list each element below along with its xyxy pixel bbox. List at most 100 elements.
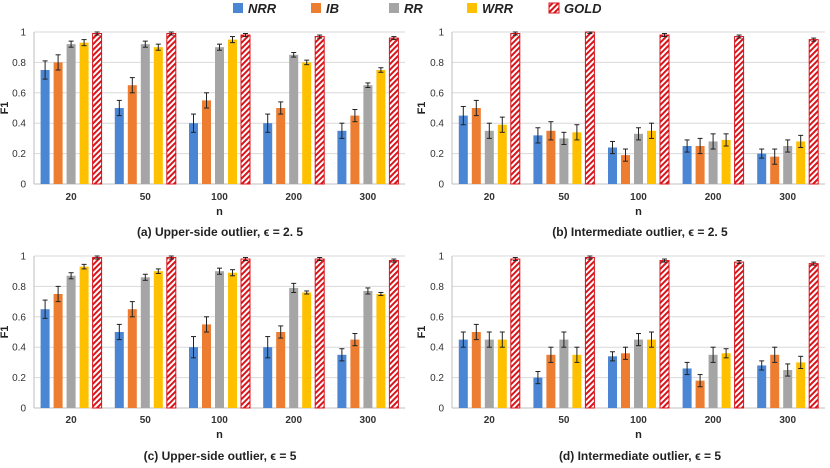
bar-ib-300: [770, 156, 780, 184]
bar-nrr-300: [757, 365, 767, 408]
bar-nrr-300: [337, 130, 347, 184]
bar-gold-200: [314, 36, 325, 185]
bar-ib-20: [53, 62, 63, 184]
bar-nrr-100: [608, 147, 617, 184]
y-tick-label: 0.8: [430, 58, 444, 69]
bar-rr-20: [484, 130, 494, 184]
bar-wrr-300: [796, 141, 806, 184]
x-tick-label: 300: [779, 415, 796, 426]
legend-label-nrr: NRR: [248, 1, 277, 16]
bar-gold-50: [584, 257, 595, 409]
bar-rr-200: [708, 141, 718, 184]
bar-wrr-100: [647, 339, 656, 408]
bar-nrr-50: [533, 377, 543, 408]
bar-ib-200: [276, 108, 286, 184]
bar-wrr-20: [497, 124, 507, 184]
bar-gold-100: [240, 34, 251, 185]
bar-wrr-200: [721, 353, 731, 408]
bar-gold-300: [808, 39, 819, 185]
bar-ib-200: [695, 146, 705, 184]
bar-gold-20: [92, 33, 103, 185]
x-tick-label: 50: [140, 192, 152, 203]
x-tick-label: 100: [630, 192, 647, 203]
bar-wrr-200: [302, 292, 312, 408]
y-tick-label: 1: [20, 28, 26, 39]
bar-ib-20: [471, 108, 481, 184]
x-tick-label: 20: [484, 415, 496, 426]
legend-label-wrr: WRR: [482, 1, 514, 16]
bar-ib-50: [127, 309, 137, 408]
x-tick-label: 200: [285, 415, 302, 426]
bar-rr-100: [215, 47, 224, 185]
bar-rr-50: [140, 44, 150, 184]
bar-nrr-100: [608, 356, 617, 408]
bar-rr-50: [559, 339, 569, 408]
bar-nrr-300: [337, 354, 347, 408]
bar-nrr-200: [682, 146, 692, 184]
bar-wrr-300: [376, 294, 386, 408]
chart-panel-1: 0 0.2 0.4 0.6 0.8 1 20 50 100 200 300 F1 n (a) Upper-…: [0, 28, 405, 239]
bar-rr-300: [783, 146, 793, 184]
legend-swatch-nrr: [233, 3, 243, 13]
bar-gold-200: [734, 261, 745, 409]
panel-caption: (d) Intermediate outlier, ϵ = 5: [559, 449, 721, 463]
x-axis-label: n: [635, 206, 642, 218]
bar-nrr-50: [114, 108, 124, 184]
legend-label-rr: RR: [404, 1, 423, 16]
x-tick-label: 50: [140, 415, 152, 426]
bar-nrr-20: [40, 70, 50, 184]
y-tick-label: 0.2: [12, 149, 26, 160]
bar-gold-20: [510, 33, 521, 185]
bar-rr-300: [783, 370, 793, 408]
bar-ib-200: [695, 380, 705, 408]
x-tick-label: 100: [630, 415, 647, 426]
legend-label-ib: IB: [326, 1, 339, 16]
bar-ib-200: [276, 332, 286, 408]
y-tick-label: 0.6: [430, 88, 444, 99]
bar-wrr-50: [153, 271, 163, 408]
panel-caption: (c) Upper-side outlier, ϵ = 5: [144, 449, 297, 463]
bar-gold-100: [240, 258, 251, 409]
bar-rr-300: [363, 85, 373, 184]
x-axis-label: n: [216, 429, 223, 441]
x-tick-label: 50: [558, 192, 570, 203]
bar-wrr-200: [721, 139, 731, 184]
bar-rr-200: [289, 54, 299, 184]
bar-ib-100: [621, 353, 630, 408]
bar-wrr-200: [302, 62, 312, 184]
bar-gold-20: [92, 257, 103, 409]
y-tick-label: 1: [20, 252, 26, 263]
y-tick-label: 0.4: [430, 119, 444, 130]
bar-rr-100: [634, 339, 643, 408]
bar-wrr-300: [376, 70, 386, 184]
panel-caption: (a) Upper-side outlier, ϵ = 2. 5: [137, 225, 303, 239]
x-tick-label: 200: [705, 192, 722, 203]
y-tick-label: 0.2: [12, 373, 26, 384]
x-tick-label: 100: [211, 192, 228, 203]
y-tick-label: 0.6: [430, 312, 444, 323]
y-tick-label: 0.4: [430, 343, 444, 354]
bar-ib-50: [127, 85, 137, 184]
y-axis-label: F1: [0, 102, 11, 115]
bar-ib-100: [621, 155, 630, 184]
bar-nrr-20: [40, 309, 50, 408]
bar-nrr-300: [757, 153, 767, 184]
y-tick-label: 0.6: [12, 88, 26, 99]
bar-wrr-50: [153, 47, 163, 185]
y-tick-label: 0.2: [430, 373, 444, 384]
bar-wrr-20: [79, 42, 89, 184]
legend-label-gold: GOLD: [564, 1, 602, 16]
y-tick-label: 0: [438, 180, 444, 191]
bar-rr-300: [363, 290, 373, 408]
y-axis-label: F1: [416, 102, 428, 115]
bar-rr-100: [215, 271, 224, 408]
chart-panel-3: 0 0.2 0.4 0.6 0.8 1 20 50 100 200 300 F1 n (c) Upper-…: [0, 252, 405, 463]
bar-wrr-300: [796, 362, 806, 408]
y-tick-label: 0: [20, 404, 26, 415]
bar-ib-50: [546, 354, 556, 408]
bar-nrr-100: [189, 347, 198, 408]
bar-rr-200: [289, 287, 299, 408]
legend-swatch-ib: [311, 3, 321, 13]
bar-nrr-100: [189, 123, 198, 184]
bar-wrr-20: [497, 339, 507, 408]
